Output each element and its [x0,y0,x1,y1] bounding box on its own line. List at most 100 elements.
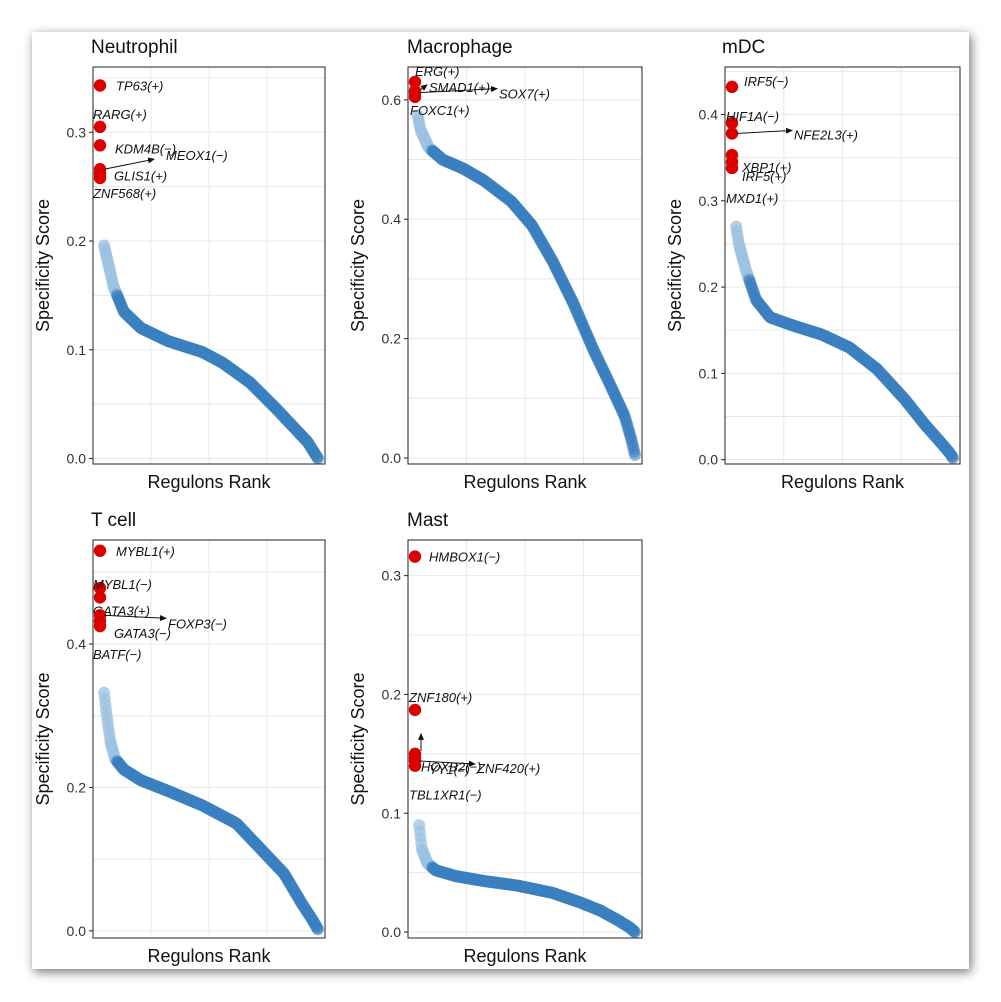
gene-label: ERG(+) [415,64,459,79]
gene-label: KDM4B(−) [115,141,176,156]
top-regulon-point [725,161,739,175]
top-regulon-point [93,581,107,595]
y-ticks: 0.0 0.1 0.2 0.3 [382,568,408,940]
label-arrow [103,614,167,622]
panel-macrophage: ERG(+)SMAD1(+) SOX7(+)FOXC1(+)0.00.20.40.… [348,37,643,492]
top-regulon-point [725,127,739,140]
regulon-point [312,923,324,936]
panel-title: Neutrophil [91,37,178,58]
x-axis-label: Regulons Rank [147,946,271,966]
gene-label: FOXC1(+) [410,103,470,118]
label-arrow [418,85,498,94]
plot-border [92,66,326,465]
gene-label: SOX7(+) [499,87,550,102]
regulon-points [730,220,959,464]
label-arrow [103,157,155,170]
label-arrow [735,127,793,134]
x-axis-label: Regulons Rank [781,472,905,492]
gene-label: XBP1(+) [741,160,792,175]
y-axis-label: Specificity Score [348,199,368,332]
top-regulon-point [408,90,422,104]
top-regulon-point [725,116,739,130]
gene-label: TP63(+) [116,78,163,93]
panel-t-cell: MYBL1(+) MYBL1(−) GATA3(+) FOXP3(−)GATA3(−)… [33,510,326,966]
y-tick-label: 0.1 [699,365,719,381]
label-arrow [418,760,476,767]
y-tick-label: 0.6 [382,92,402,108]
panel-mast: HMBOX1(−)ZNF180(+)YY1(−)HOXB2(−)ZNF420(+… [348,510,643,966]
y-tick-label: 0.3 [67,124,87,140]
panel-title: Macrophage [407,37,513,58]
gene-label: MYBL1(−) [93,577,152,592]
y-axis-label: Specificity Score [33,672,53,805]
grid [407,67,643,464]
regulon-points [413,819,641,939]
regulon-point [312,452,324,465]
y-tick-label: 0.1 [67,342,87,358]
regulon-point [629,926,641,939]
y-tick-label: 0.3 [382,568,402,584]
top-regulon-point [408,75,422,89]
gene-label: NFE2L3(+) [794,127,858,142]
y-tick-label: 0.4 [699,106,719,122]
gene-label: IRF5(+) [742,169,786,184]
x-axis-label: Regulons Rank [463,472,587,492]
y-ticks: 0.0 0.1 0.2 0.3 [67,124,93,467]
gene-label: TBL1XR1(−) [409,788,482,803]
y-tick-label: 0.1 [382,805,402,821]
grid [92,540,326,938]
top-regulons: HMBOX1(−)ZNF180(+)YY1(−)HOXB2(−)ZNF420(+… [408,550,540,803]
gene-label: ZNF568(+) [92,186,156,201]
gene-label: MXD1(+) [726,191,778,206]
y-tick-label: 0.3 [699,193,719,209]
gene-label: ZNF420(+) [476,761,540,776]
gene-label: MYBL1(+) [116,544,175,559]
y-tick-label: 0.0 [67,451,87,467]
y-tick-label: 0.4 [382,211,402,227]
top-regulon-point [93,139,107,152]
top-regulons: MYBL1(+) MYBL1(−) GATA3(+) FOXP3(−)GATA3(−)… [93,544,227,662]
top-regulon-point [93,120,107,134]
y-tick-label: 0.2 [67,779,87,795]
top-regulon-point [725,80,739,94]
regulon-points [98,686,324,936]
plot-border [92,539,326,939]
panel-title: Mast [407,510,449,531]
gene-label: GATA3(−) [114,626,171,641]
gene-label: HIF1A(−) [726,109,779,124]
gene-label: FOXP3(−) [168,616,227,631]
plot-border [724,66,961,465]
gene-label: RARG(+) [93,107,147,122]
top-regulon-point [408,703,422,717]
y-tick-label: 0.0 [382,450,402,466]
y-tick-label: 0.0 [699,452,719,468]
gene-label: SMAD1(+) [429,80,490,95]
gene-label: ZNF180(+) [408,690,472,705]
y-tick-label: 0.0 [382,924,402,940]
gene-label: IRF5(−) [744,74,788,89]
panel-neutrophil: TP63(+) RARG(+) KDM4B(−)MEOX1(−) GLIS1(+) ZN… [33,37,326,492]
y-tick-label: 0.2 [699,279,719,295]
panel-title: mDC [722,37,765,58]
top-regulon-point [93,171,107,185]
gene-label: BATF(−) [93,647,142,662]
top-regulon-point [93,79,107,92]
y-axis-label: Specificity Score [348,672,368,805]
top-regulon-point [93,619,107,633]
x-axis-label: Regulons Rank [147,472,271,492]
top-regulon-point [408,759,422,772]
top-regulon-point [408,550,422,563]
y-ticks: 0.0 0.1 0.2 0.3 0.4 [699,106,725,468]
plot-border [407,539,643,939]
y-tick-label: 0.2 [67,233,87,249]
gene-label: GATA3(+) [93,603,150,618]
regulon-point [947,451,959,464]
y-tick-label: 0.0 [67,923,87,939]
regulon-point [629,449,641,462]
top-regulons: ERG(+)SMAD1(+) SOX7(+) FOXC1(+) [408,64,550,118]
regulon-points [411,109,641,462]
gene-label: MEOX1(−) [166,148,228,163]
grid [92,67,326,464]
gene-label: HMBOX1(−) [429,550,500,565]
plot-border [407,66,643,465]
